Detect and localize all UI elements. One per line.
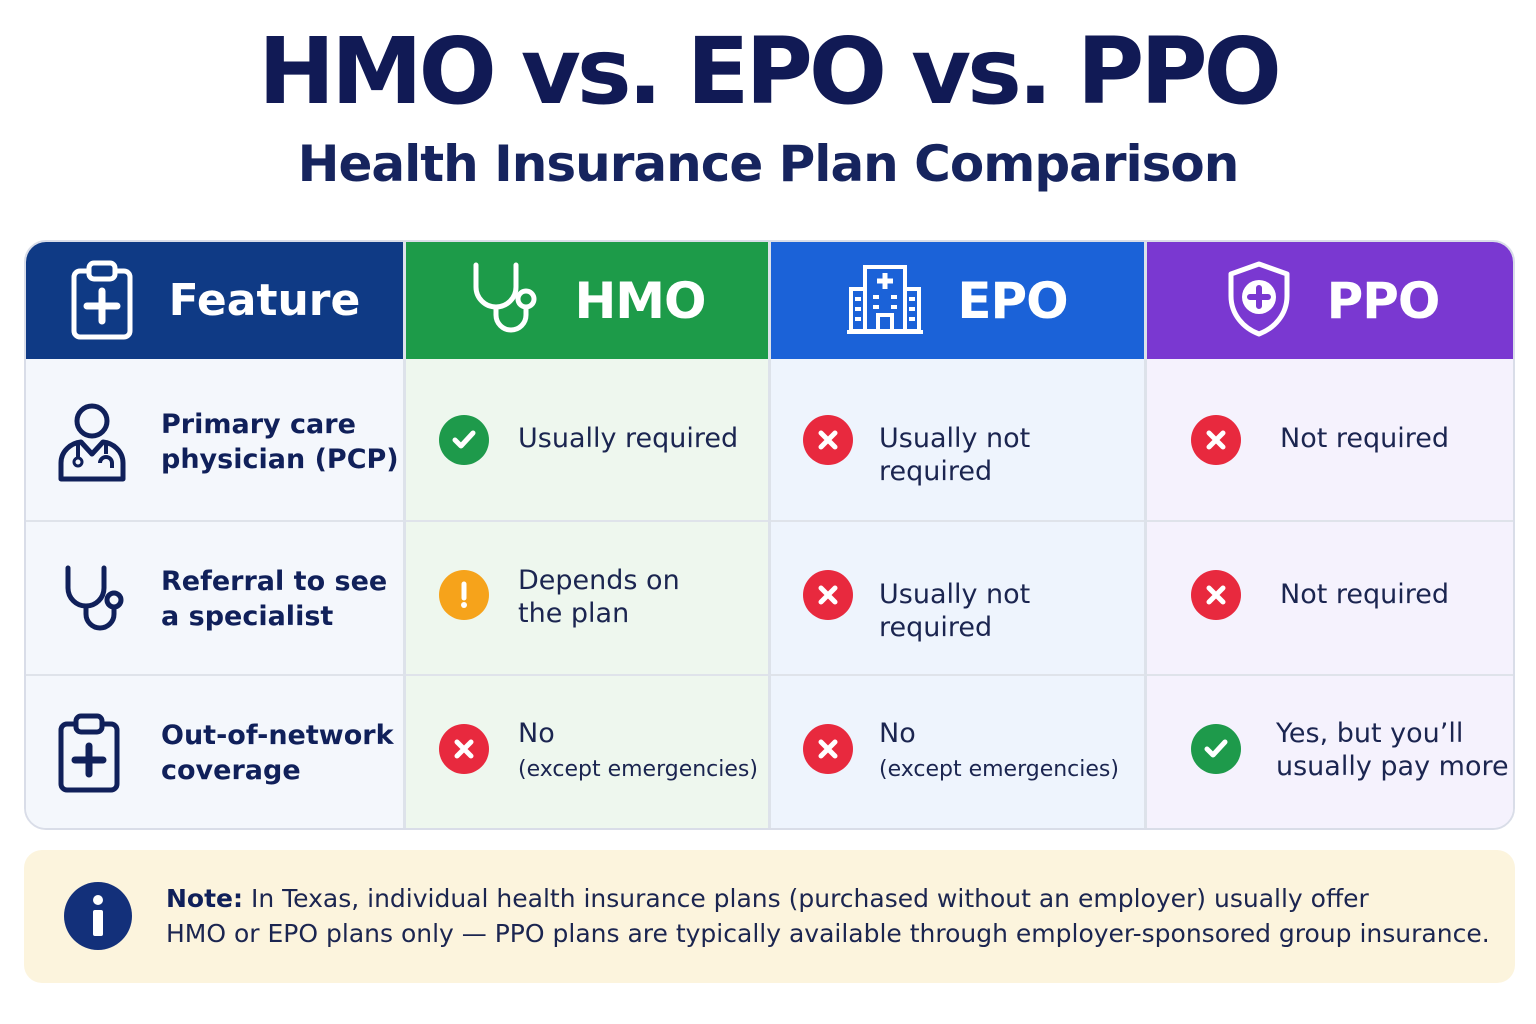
info-icon [64, 882, 132, 954]
epo-oon-value: No [879, 718, 916, 749]
stethoscope-icon [60, 564, 126, 638]
cross-icon [1191, 415, 1241, 465]
page-subtitle: Health Insurance Plan Comparison [297, 135, 1240, 193]
epo-pcp-value: Usually not required [879, 423, 1031, 487]
note-box: Note: In Texas, individual health insura… [24, 850, 1515, 983]
feature-header: Feature [26, 242, 403, 359]
ppo-oon-value: Yes, but you’ll usually pay more [1276, 718, 1509, 782]
row-divider [1147, 520, 1513, 522]
feature-row-pcp: Primary care physician (PCP) [26, 361, 403, 520]
epo-oon-subtext: (except emergencies) [879, 757, 1119, 782]
feature-row-out-of-network: Out-of-network coverage [26, 676, 403, 828]
hospital-building-icon [847, 263, 924, 339]
cross-icon [1191, 570, 1241, 620]
hmo-oon-value: No [518, 718, 555, 749]
header-label-feature: Feature [168, 275, 361, 326]
row-divider [771, 520, 1144, 522]
header-label-hmo: HMO [574, 271, 706, 330]
hmo-header: HMO [406, 242, 768, 359]
note-line-2: HMO or EPO plans only — PPO plans are ty… [166, 919, 1490, 948]
hmo-oon-subtext: (except emergencies) [518, 757, 758, 782]
row-divider [1147, 674, 1513, 676]
page-title: HMO vs. EPO vs. PPO [258, 18, 1282, 125]
ppo-pcp-value: Not required [1280, 423, 1450, 454]
check-icon [1191, 724, 1241, 774]
shield-cross-icon [1225, 260, 1293, 342]
cross-icon [803, 570, 853, 620]
epo-header: EPO [771, 242, 1144, 359]
epo-column: EPO Usually not required Usually not req… [771, 242, 1144, 828]
hmo-pcp-value: Usually required [518, 423, 739, 454]
ppo-column: PPO Not required Not required Yes, but y… [1147, 242, 1513, 828]
epo-referral-value: Usually not required [879, 579, 1031, 643]
note-line-1: In Texas, individual health insurance pl… [243, 884, 1369, 913]
column-divider [403, 242, 406, 828]
column-divider [768, 242, 771, 828]
cross-icon [803, 724, 853, 774]
check-icon [439, 415, 489, 465]
feature-label: Referral to see a specialist [161, 566, 388, 632]
comparison-table: Feature Primary care physician (PCP) Ref… [24, 240, 1515, 830]
cross-icon [803, 415, 853, 465]
cross-icon [439, 724, 489, 774]
feature-row-referral: Referral to see a specialist [26, 522, 403, 674]
clipboard-medical-icon [69, 257, 135, 345]
row-divider [771, 674, 1144, 676]
row-divider [26, 520, 403, 522]
feature-label: Out-of-network coverage [161, 720, 394, 786]
note-text: Note: In Texas, individual health insura… [166, 881, 1490, 951]
stethoscope-icon [468, 259, 540, 343]
warning-icon [439, 570, 489, 620]
row-divider [406, 520, 768, 522]
row-divider [406, 674, 768, 676]
header-label-ppo: PPO [1326, 271, 1441, 330]
ppo-header: PPO [1147, 242, 1513, 359]
ppo-referral-value: Not required [1280, 579, 1450, 610]
feature-label: Primary care physician (PCP) [161, 409, 399, 475]
hmo-referral-value: Depends on the plan [518, 565, 680, 629]
feature-column: Feature Primary care physician (PCP) Ref… [26, 242, 403, 828]
clipboard-medical-icon [56, 710, 122, 798]
row-divider [26, 674, 403, 676]
doctor-icon [56, 401, 128, 487]
column-divider [1144, 242, 1147, 828]
hmo-column: HMO Usually required Depends on the plan… [406, 242, 768, 828]
header-label-epo: EPO [957, 271, 1068, 330]
note-label: Note: [166, 884, 244, 913]
